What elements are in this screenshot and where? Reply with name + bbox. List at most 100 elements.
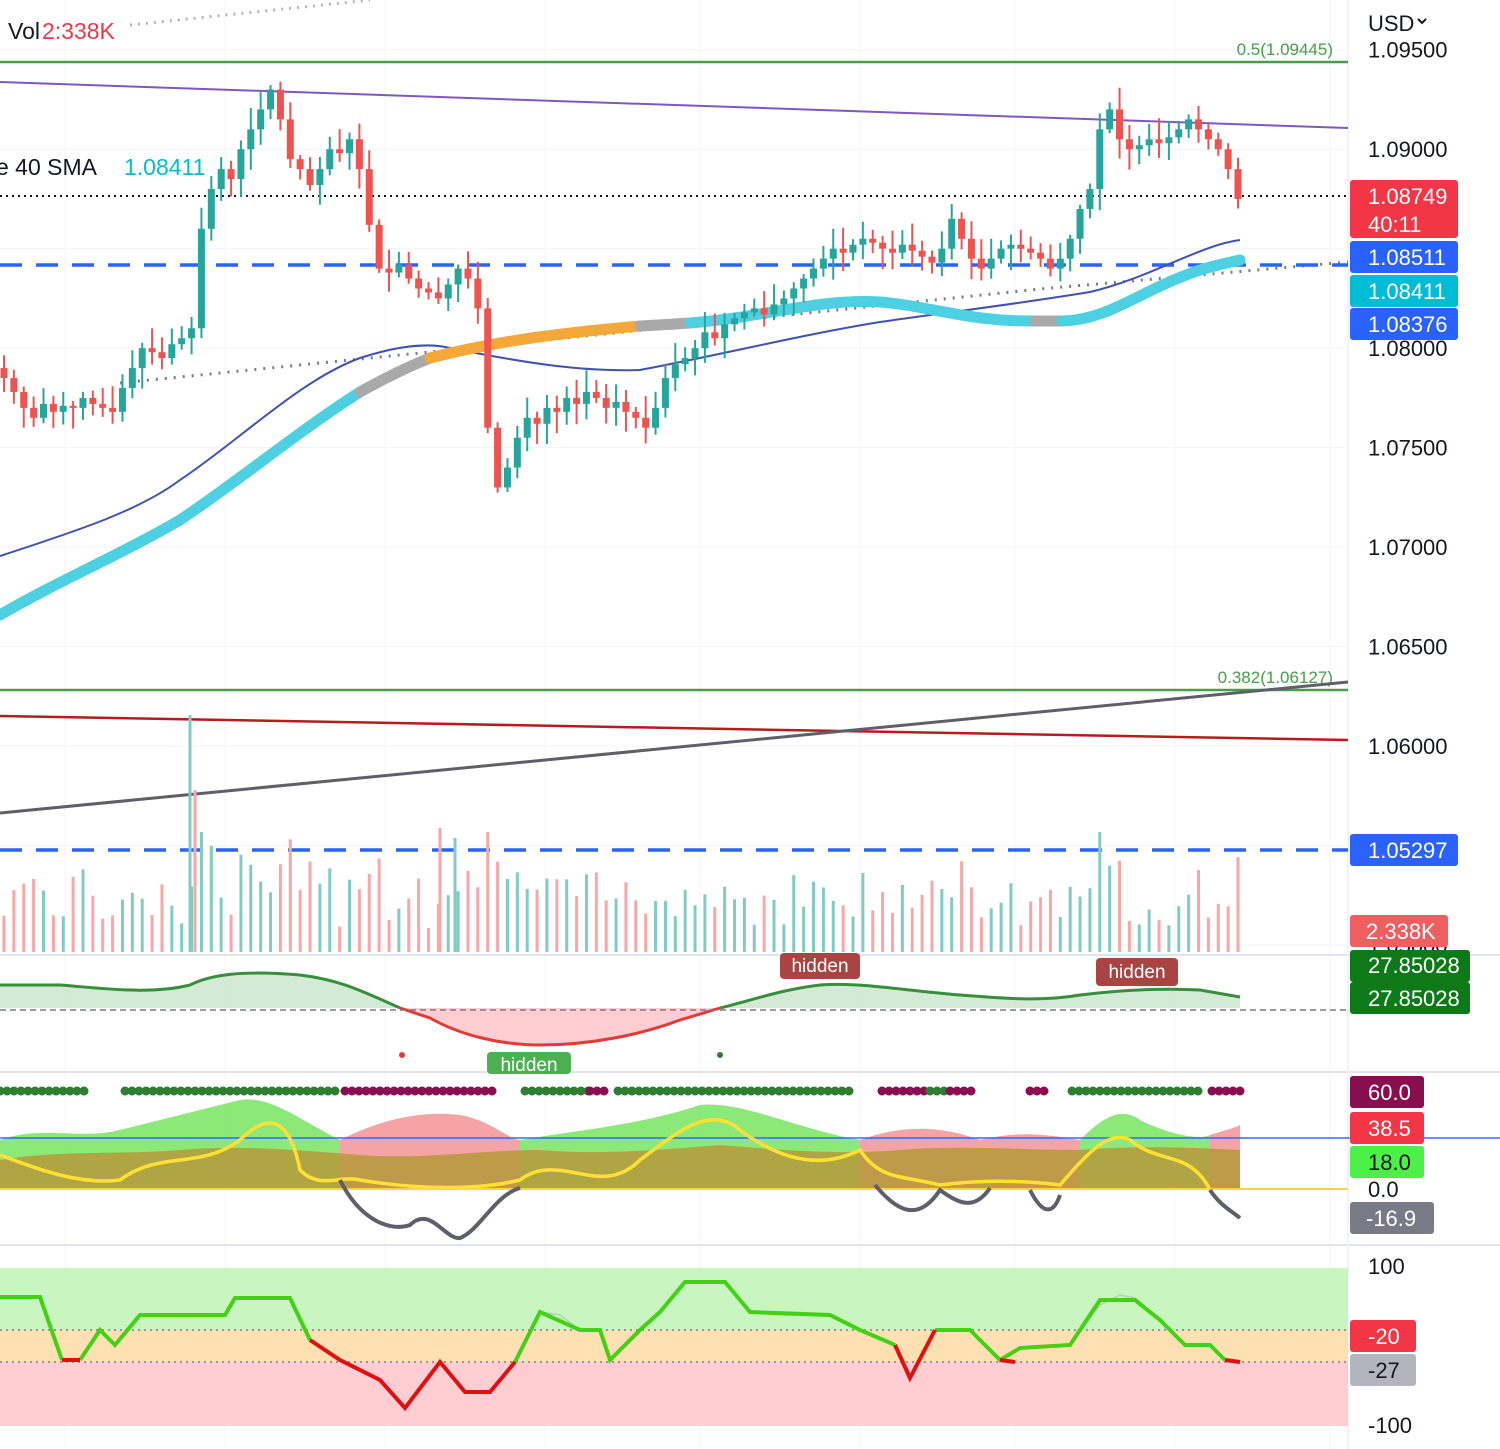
- candle-body[interactable]: [849, 244, 857, 253]
- candle-body[interactable]: [740, 312, 748, 319]
- candle-body[interactable]: [987, 258, 995, 269]
- candle-body[interactable]: [207, 189, 215, 229]
- candle-body[interactable]: [267, 89, 275, 110]
- candle-body[interactable]: [1007, 244, 1015, 249]
- candle-body[interactable]: [967, 238, 975, 259]
- candle-body[interactable]: [928, 256, 936, 263]
- candle-body[interactable]: [948, 218, 956, 249]
- candle-body[interactable]: [79, 397, 87, 408]
- candle-body[interactable]: [217, 169, 225, 190]
- candle-body[interactable]: [168, 344, 176, 359]
- candle-body[interactable]: [227, 169, 235, 180]
- candle-body[interactable]: [898, 244, 906, 253]
- candle-body[interactable]: [750, 308, 758, 313]
- candle-body[interactable]: [553, 407, 561, 412]
- candle-body[interactable]: [958, 218, 966, 239]
- candle-body[interactable]: [1076, 208, 1084, 239]
- candle-body[interactable]: [49, 403, 57, 412]
- candle-body[interactable]: [829, 248, 837, 259]
- candle-body[interactable]: [602, 397, 610, 408]
- candle-body[interactable]: [434, 292, 442, 299]
- candle-body[interactable]: [731, 318, 739, 325]
- candle-body[interactable]: [1234, 169, 1242, 199]
- candle-body[interactable]: [444, 284, 452, 299]
- candle-body[interactable]: [1214, 139, 1222, 150]
- candle-body[interactable]: [158, 352, 166, 359]
- candle-body[interactable]: [1125, 139, 1133, 150]
- candle-body[interactable]: [39, 403, 47, 418]
- gray-trendline[interactable]: [0, 680, 1349, 815]
- candle-body[interactable]: [89, 397, 97, 404]
- candle-body[interactable]: [721, 324, 729, 339]
- candle-body[interactable]: [1106, 109, 1114, 130]
- candle-body[interactable]: [306, 169, 314, 186]
- candle-body[interactable]: [69, 405, 77, 408]
- candle-body[interactable]: [395, 264, 403, 273]
- candle-body[interactable]: [780, 298, 788, 305]
- candle-body[interactable]: [908, 244, 916, 251]
- candlestick-series[interactable]: [0, 81, 1242, 493]
- candle-body[interactable]: [513, 437, 521, 468]
- candle-body[interactable]: [1155, 139, 1163, 144]
- candle-body[interactable]: [247, 129, 255, 150]
- candle-body[interactable]: [859, 238, 867, 245]
- candle-body[interactable]: [770, 304, 778, 315]
- candle-body[interactable]: [977, 258, 985, 269]
- candle-body[interactable]: [1185, 119, 1193, 130]
- candle-body[interactable]: [109, 407, 117, 412]
- candle-body[interactable]: [30, 407, 38, 418]
- candle-body[interactable]: [454, 268, 462, 285]
- candle-body[interactable]: [819, 258, 827, 269]
- candle-body[interactable]: [1224, 149, 1232, 170]
- candle-body[interactable]: [484, 308, 492, 428]
- candle-body[interactable]: [1195, 119, 1203, 130]
- candle-body[interactable]: [790, 288, 798, 299]
- candle-body[interactable]: [711, 332, 719, 339]
- candle-body[interactable]: [415, 278, 423, 289]
- candle-body[interactable]: [1165, 137, 1173, 144]
- candle-body[interactable]: [760, 308, 768, 315]
- candle-body[interactable]: [533, 417, 541, 424]
- candle-body[interactable]: [494, 427, 502, 488]
- candle-body[interactable]: [316, 169, 324, 186]
- candle-body[interactable]: [1116, 109, 1124, 140]
- candle-body[interactable]: [0, 368, 8, 379]
- candle-body[interactable]: [1135, 145, 1143, 150]
- candle-body[interactable]: [612, 401, 620, 408]
- candle-body[interactable]: [424, 288, 432, 293]
- candle-body[interactable]: [839, 248, 847, 253]
- candle-body[interactable]: [563, 397, 571, 412]
- currency-selector[interactable]: USD: [1368, 11, 1427, 36]
- candle-body[interactable]: [652, 407, 660, 428]
- candle-body[interactable]: [938, 248, 946, 263]
- candle-body[interactable]: [1086, 189, 1094, 209]
- candle-body[interactable]: [1027, 248, 1035, 253]
- candle-body[interactable]: [464, 268, 472, 279]
- candle-body[interactable]: [286, 119, 294, 160]
- candle-body[interactable]: [10, 378, 18, 392]
- candle-body[interactable]: [138, 348, 146, 369]
- candle-body[interactable]: [257, 109, 265, 130]
- candle-body[interactable]: [375, 224, 383, 269]
- candle-body[interactable]: [879, 242, 887, 249]
- candle-body[interactable]: [592, 391, 600, 398]
- candle-body[interactable]: [918, 250, 926, 257]
- candle-body[interactable]: [1175, 129, 1183, 138]
- candle-body[interactable]: [997, 248, 1005, 259]
- candle-body[interactable]: [810, 268, 818, 279]
- candle-body[interactable]: [20, 391, 28, 408]
- candle-body[interactable]: [503, 467, 511, 488]
- candle-body[interactable]: [632, 411, 640, 418]
- candle-body[interactable]: [385, 268, 393, 273]
- candle-body[interactable]: [405, 264, 413, 279]
- candle-body[interactable]: [701, 332, 709, 349]
- candle-body[interactable]: [474, 278, 482, 309]
- candle-body[interactable]: [326, 149, 334, 170]
- candle-body[interactable]: [1204, 129, 1212, 140]
- candle-body[interactable]: [197, 228, 205, 329]
- candle-body[interactable]: [118, 387, 126, 412]
- candle-body[interactable]: [99, 403, 107, 408]
- candle-body[interactable]: [336, 149, 344, 154]
- candle-body[interactable]: [869, 238, 877, 243]
- candle-body[interactable]: [296, 159, 304, 170]
